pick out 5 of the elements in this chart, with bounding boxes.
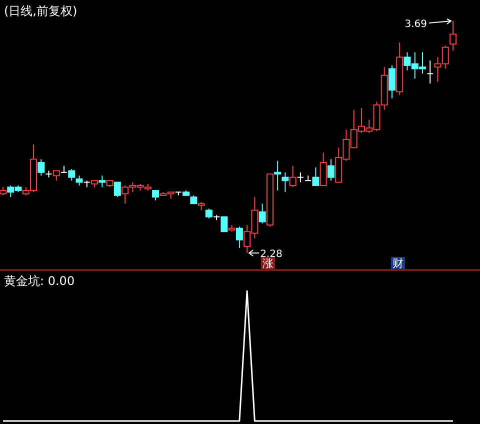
- chart-title: (日线,前复权): [4, 4, 78, 18]
- text: 涨: [262, 257, 274, 270]
- annotation: 3.69: [404, 19, 427, 30]
- text: 财: [392, 257, 404, 270]
- chart-title: 黄金坑: 0.00: [4, 274, 75, 288]
